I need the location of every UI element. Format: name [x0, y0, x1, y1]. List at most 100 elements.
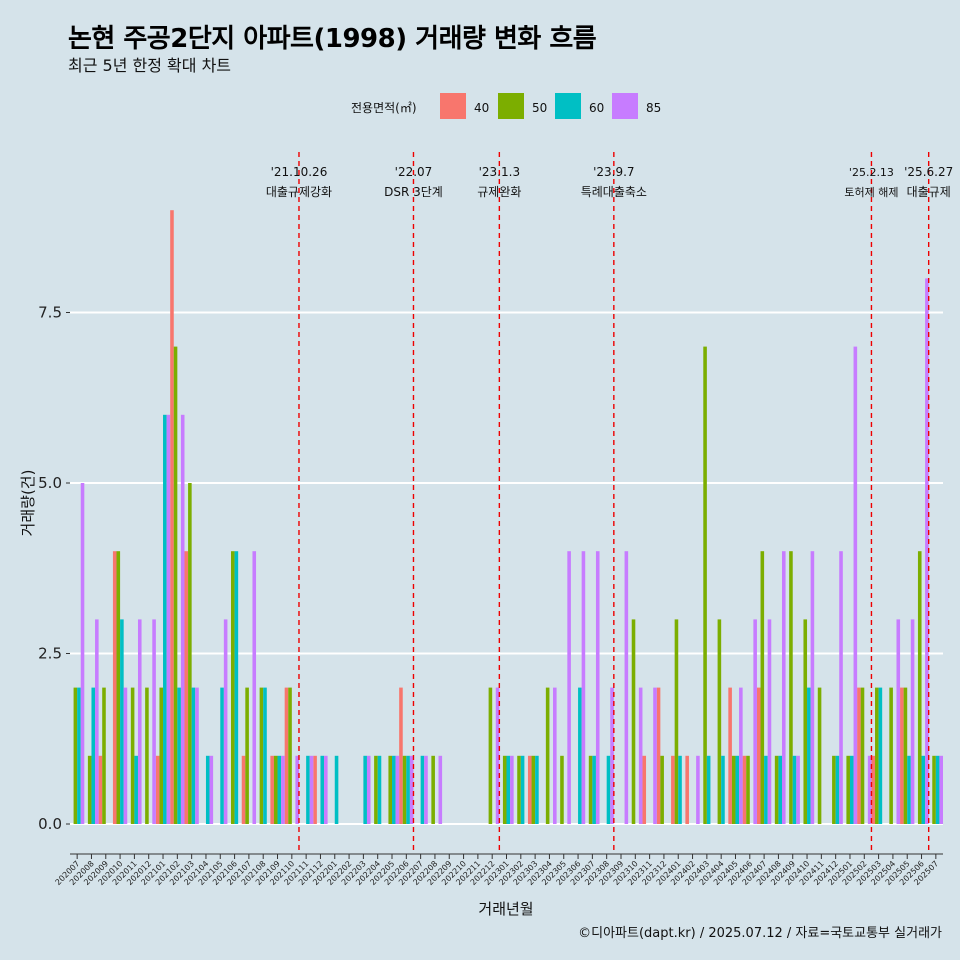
bar-85-202010	[123, 687, 128, 824]
bar-40-202206	[399, 687, 403, 824]
source-caption: ©디아파트(dapt.kr) / 2025.07.12 / 자료=국토교통부 실…	[578, 926, 942, 941]
bar-40-202406	[742, 755, 747, 824]
bar-50-202303	[531, 755, 536, 824]
bar-60-202501	[849, 755, 854, 824]
bar-50-202506	[917, 551, 922, 824]
bar-85-202410	[810, 551, 815, 824]
bar-40-202110	[284, 687, 289, 824]
bar-40-202311	[642, 755, 647, 824]
bar-60-202102	[177, 687, 181, 824]
bar-50-202406	[746, 755, 750, 824]
legend: 전용면적(㎡) 40 50 60 85	[351, 93, 661, 119]
bar-60-202306	[578, 687, 582, 824]
bar-85-202501	[853, 346, 858, 824]
bar-50-202307	[588, 755, 593, 824]
legend-title: 전용면적(㎡)	[351, 101, 417, 115]
bar-85-202412	[839, 551, 843, 824]
bar-50-202103	[188, 483, 192, 824]
bar-60-202408	[778, 755, 782, 824]
bar-85-202305	[567, 551, 571, 824]
bar-40-202010	[112, 551, 117, 824]
policy-lines: '21.10.26 대출규제강화 '22.07 DSR 3단계 '23.1.3 규제완화 '…	[266, 152, 953, 854]
bar-40-202107	[241, 755, 246, 824]
bar-50-202011	[130, 687, 135, 824]
bar-60-202412	[835, 755, 840, 824]
bar-85-202309	[624, 551, 629, 824]
bar-50-202212	[488, 687, 493, 824]
bar-50-202412	[832, 755, 836, 824]
bar-40-202407	[756, 687, 761, 824]
bar-50-202502	[860, 687, 865, 824]
bar-85-202207	[424, 755, 428, 824]
bar-60-202007	[77, 687, 81, 824]
y-tick-label: 7.5	[38, 304, 62, 322]
bar-50-202507	[932, 755, 936, 824]
bar-85-202405	[739, 687, 743, 824]
bar-50-202102	[173, 346, 178, 824]
bar-60-202307	[592, 755, 596, 824]
annotation-date: '22.07	[395, 165, 433, 179]
bar-60-202010	[120, 619, 124, 824]
bar-85-202203	[366, 755, 371, 824]
bar-40-202109	[270, 755, 274, 824]
bar-60-202207	[420, 755, 425, 824]
bar-85-202310	[638, 687, 643, 824]
bar-50-202101	[159, 687, 164, 824]
bar-85-202107	[252, 551, 257, 824]
bar-85-202406	[753, 619, 757, 824]
annotation-date: '25.2.13	[849, 166, 894, 179]
bar-50-202404	[717, 619, 722, 824]
bar-60-202505	[907, 755, 911, 824]
bar-50-202401	[674, 619, 679, 824]
bar-60-202409	[792, 755, 797, 824]
bar-60-202206	[406, 755, 410, 824]
bar-60-202203	[363, 755, 367, 824]
bar-40-202405	[728, 687, 732, 824]
bar-85-202011	[137, 619, 142, 824]
bar-60-202404	[721, 755, 725, 824]
annotation-date: '21.10.26	[271, 165, 328, 179]
bar-60-202201	[334, 755, 339, 824]
bar-85-202102	[180, 414, 185, 824]
bar-85-202007	[80, 483, 85, 824]
bar-40-202401	[671, 755, 675, 824]
bar-85-202402	[696, 755, 700, 824]
bar-85-202012	[152, 619, 156, 824]
bar-50-202009	[102, 687, 106, 824]
annotation-label: 대출규제강화	[266, 185, 332, 199]
bar-40-202009	[98, 755, 103, 824]
bar-50-202205	[388, 755, 393, 824]
bar-50-202110	[288, 687, 292, 824]
bar-40-202503	[871, 755, 876, 824]
bar-50-202407	[760, 551, 765, 824]
bar-60-202405	[735, 755, 740, 824]
bar-85-202311	[653, 687, 657, 824]
annotation-date: '23.1.3	[479, 165, 520, 179]
bar-60-202407	[764, 755, 768, 824]
x-axis: 2020072020082020092020102020112020122021…	[54, 853, 943, 887]
bar-50-202301	[502, 755, 507, 824]
bars	[73, 210, 943, 824]
bar-85-202103	[195, 687, 199, 824]
bar-50-202208	[431, 755, 435, 824]
legend-swatch-50	[498, 93, 524, 119]
bar-40-202102	[170, 210, 174, 824]
legend-label-40: 40	[474, 101, 489, 115]
legend-label-60: 60	[589, 101, 604, 115]
bar-60-202301	[506, 755, 511, 824]
bar-50-202302	[517, 755, 521, 824]
bar-50-202007	[73, 687, 78, 824]
bar-40-202505	[900, 687, 904, 824]
bar-85-202407	[767, 619, 772, 824]
bar-40-202502	[857, 687, 861, 824]
bar-85-202205	[395, 755, 400, 824]
bar-85-202101	[166, 414, 171, 824]
y-axis-title: 거래량(건)	[19, 470, 37, 537]
bar-60-202111	[306, 755, 310, 824]
bar-60-202403	[706, 755, 711, 824]
bar-85-202504	[896, 619, 901, 824]
bar-50-202503	[875, 687, 879, 824]
annotation-date: '25.6.27	[904, 165, 953, 179]
bar-60-202008	[91, 687, 96, 824]
bar-60-202109	[277, 755, 282, 824]
